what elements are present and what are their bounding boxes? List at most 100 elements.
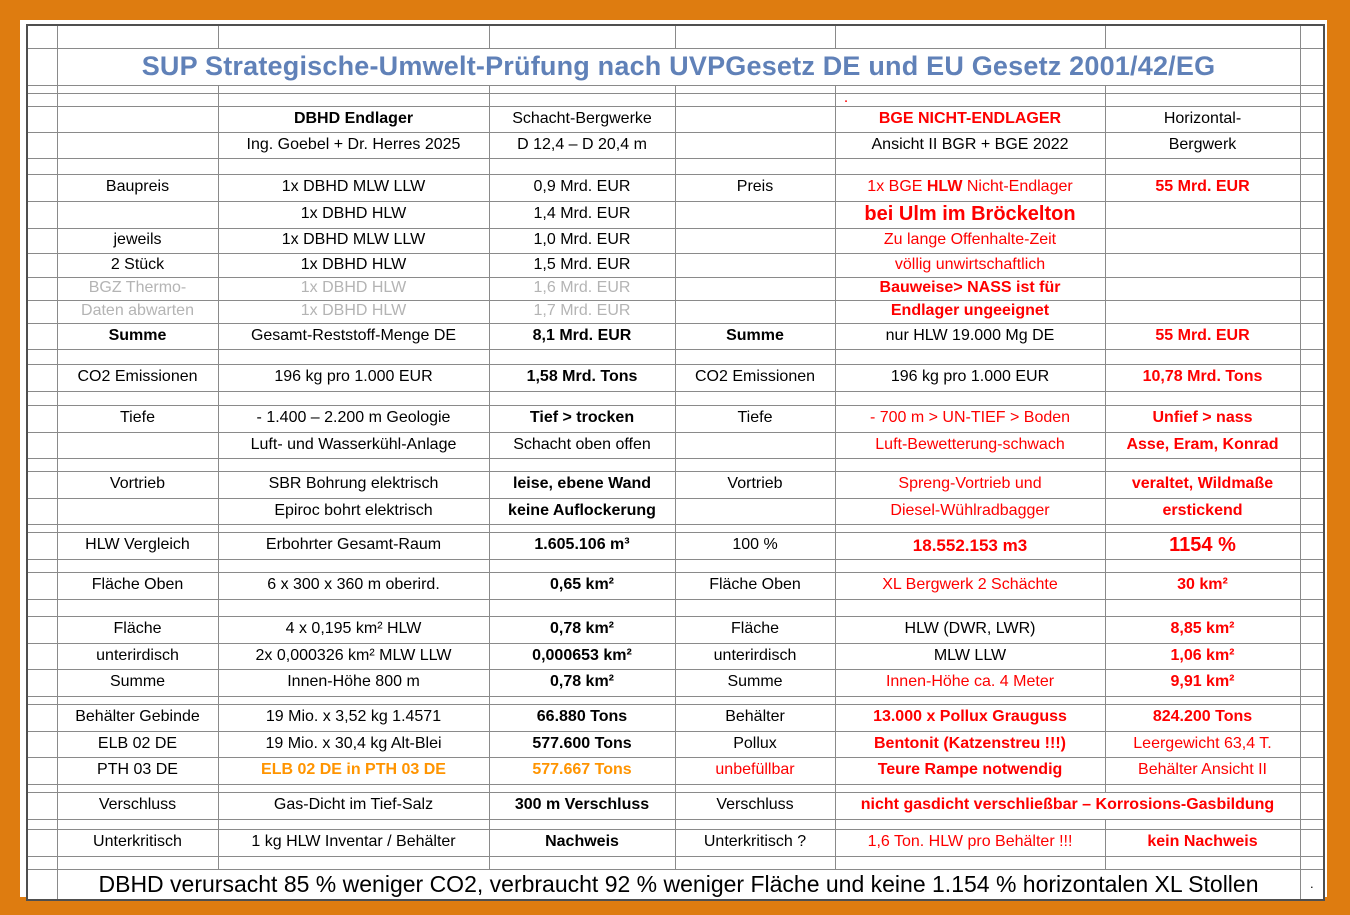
empty-cell: [26, 457, 58, 472]
table-row: Luft- und Wasserkühl-Anlage Schacht oben…: [26, 431, 1325, 459]
mid-label: Fläche Oben: [674, 571, 836, 600]
mid-label: [674, 200, 836, 229]
empty-cell: [1299, 598, 1325, 617]
dbhd-value: 1,6 Mrd. EUR: [488, 276, 676, 301]
empty-cell: [56, 92, 219, 107]
dbhd-desc: 19 Mio. x 3,52 kg 1.4571: [217, 703, 490, 732]
empty-cell: [1299, 730, 1325, 758]
mid-label: unbefüllbar: [674, 756, 836, 785]
empty-cell: [26, 157, 58, 175]
empty-cell: [834, 855, 1106, 870]
empty-cell: [217, 84, 490, 94]
spacer-row: [26, 457, 1325, 472]
bge-desc: Spreng-Vortrieb und: [834, 470, 1106, 499]
empty-cell: [56, 105, 219, 133]
dbhd-value: 1,58 Mrd. Tons: [488, 363, 676, 392]
mid-label: [674, 431, 836, 459]
bge-desc: 1,6 Ton. HLW pro Behälter !!!: [834, 828, 1106, 857]
empty-cell: [26, 431, 58, 459]
empty-cell: [26, 84, 58, 94]
empty-cell: [1299, 818, 1325, 830]
table-row: PTH 03 DE ELB 02 DE in PTH 03 DE 577.667…: [26, 756, 1325, 785]
empty-cell: [488, 348, 676, 365]
dbhd-value: 1,4 Mrd. EUR: [488, 200, 676, 229]
empty-cell: [1299, 322, 1325, 350]
empty-cell: [26, 615, 58, 644]
empty-cell: [1299, 558, 1325, 573]
empty-cell: [488, 855, 676, 870]
empty-cell: [674, 390, 836, 406]
dbhd-desc: 2x 0,000326 km² MLW LLW: [217, 642, 490, 670]
bge-desc: Zu lange Offenhalte-Zeit: [834, 227, 1106, 254]
bge-value: 10,78 Mrd. Tons: [1104, 363, 1301, 392]
empty-cell: [674, 695, 836, 705]
empty-cell: [26, 730, 58, 758]
title-row: SUP Strategische-Umwelt-Prüfung nach UVP…: [26, 47, 1325, 86]
empty-cell: [1104, 390, 1301, 406]
bge-merged-note: nicht gasdicht verschließbar – Korrosion…: [834, 791, 1301, 820]
mid-label: unterirdisch: [674, 642, 836, 670]
mid-label: Vortrieb: [674, 470, 836, 499]
comparison-table: SUP Strategische-Umwelt-Prüfung nach UVP…: [26, 24, 1325, 901]
empty-cell: [217, 348, 490, 365]
empty-cell: [26, 756, 58, 785]
empty-cell: [1299, 404, 1325, 433]
empty-cell: [1299, 703, 1325, 732]
empty-cell: [26, 703, 58, 732]
mid-label: Verschluss: [674, 791, 836, 820]
empty-cell: [834, 783, 1106, 793]
row-label: unterirdisch: [56, 642, 219, 670]
empty-cell: [217, 855, 490, 870]
empty-cell: [674, 855, 836, 870]
bge-desc: Endlager ungeeignet: [834, 299, 1106, 324]
col-subheader-bge: Ansicht II BGR + BGE 2022: [834, 131, 1106, 159]
row-label: Verschluss: [56, 791, 219, 820]
empty-cell: [674, 84, 836, 94]
mid-label: [674, 497, 836, 525]
empty-cell: [674, 92, 836, 107]
empty-cell: [26, 558, 58, 573]
bge-desc: völlig unwirtschaftlich: [834, 252, 1106, 278]
table-row: unterirdisch 2x 0,000326 km² MLW LLW 0,0…: [26, 642, 1325, 670]
footer-dot: .: [1299, 868, 1325, 901]
empty-cell: [834, 84, 1106, 94]
empty-cell: [26, 571, 58, 600]
empty-cell: [26, 783, 58, 793]
empty-cell: [1299, 276, 1325, 301]
empty-cell: [26, 828, 58, 857]
empty-cell: [834, 457, 1106, 472]
dbhd-desc: 1x DBHD HLW: [217, 200, 490, 229]
empty-cell: [56, 157, 219, 175]
empty-cell: [217, 598, 490, 617]
bge-desc: HLW (DWR, LWR): [834, 615, 1106, 644]
bge-desc: MLW LLW: [834, 642, 1106, 670]
bge-desc: Bentonit (Katzenstreu !!!): [834, 730, 1106, 758]
dbhd-value: 66.880 Tons: [488, 703, 676, 732]
table-row: BGZ Thermo- 1x DBHD HLW 1,6 Mrd. EUR Bau…: [26, 276, 1325, 301]
dbhd-desc: 1x DBHD MLW LLW: [217, 173, 490, 202]
bge-desc: bei Ulm im Bröckelton: [834, 200, 1106, 229]
dbhd-desc: 6 x 300 x 360 m oberird.: [217, 571, 490, 600]
empty-cell: [217, 457, 490, 472]
bge-value: erstickend: [1104, 497, 1301, 525]
empty-cell: [1299, 47, 1325, 86]
empty-cell: [26, 791, 58, 820]
empty-cell: [1299, 390, 1325, 406]
empty-cell: [1299, 523, 1325, 533]
dbhd-desc: SBR Bohrung elektrisch: [217, 470, 490, 499]
table-row: Vortrieb SBR Bohrung elektrisch leise, e…: [26, 470, 1325, 499]
mid-label: Preis: [674, 173, 836, 202]
empty-cell: [26, 322, 58, 350]
dbhd-value: 8,1 Mrd. EUR: [488, 322, 676, 350]
mid-label: Tiefe: [674, 404, 836, 433]
empty-cell: [1299, 348, 1325, 365]
empty-cell: [26, 404, 58, 433]
table-row: Fläche 4 x 0,195 km² HLW 0,78 km² Fläche…: [26, 615, 1325, 644]
empty-cell: [56, 131, 219, 159]
empty-cell: [674, 105, 836, 133]
empty-cell: [1299, 431, 1325, 459]
empty-cell: [1299, 157, 1325, 175]
empty-cell: [26, 200, 58, 229]
row-label: Summe: [56, 668, 219, 697]
row-label: ELB 02 DE: [56, 730, 219, 758]
